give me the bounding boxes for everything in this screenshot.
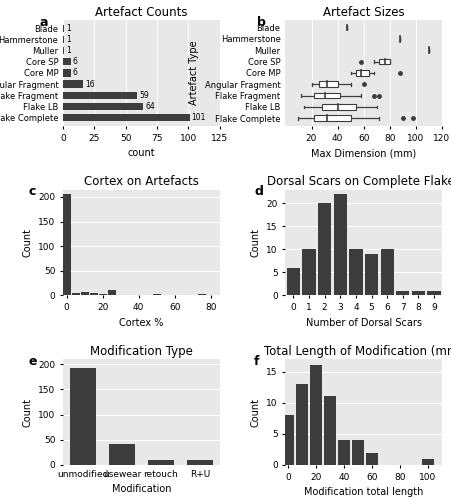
Bar bbox=[302, 250, 316, 296]
Bar bbox=[366, 452, 378, 465]
Text: 16: 16 bbox=[85, 80, 95, 88]
Bar bbox=[153, 294, 161, 296]
Bar bbox=[72, 293, 80, 296]
Bar bbox=[63, 47, 64, 54]
Bar bbox=[349, 250, 363, 296]
Y-axis label: Count: Count bbox=[23, 228, 32, 257]
Y-axis label: Artefact Type: Artefact Type bbox=[189, 40, 199, 106]
Title: Modification Type: Modification Type bbox=[90, 345, 193, 358]
Text: 6: 6 bbox=[73, 68, 78, 78]
Text: 1: 1 bbox=[66, 24, 71, 33]
Bar bbox=[99, 294, 107, 296]
Bar bbox=[148, 460, 174, 465]
Bar bbox=[282, 415, 295, 465]
Bar bbox=[187, 460, 212, 465]
Bar bbox=[324, 396, 336, 465]
Bar bbox=[338, 440, 350, 465]
Text: d: d bbox=[254, 186, 263, 198]
Bar bbox=[63, 114, 189, 121]
Bar bbox=[412, 291, 425, 296]
Title: Cortex on Artefacts: Cortex on Artefacts bbox=[84, 176, 199, 188]
Text: 64: 64 bbox=[145, 102, 155, 111]
Bar bbox=[108, 290, 116, 296]
X-axis label: count: count bbox=[128, 148, 155, 158]
Y-axis label: Count: Count bbox=[251, 398, 261, 426]
Bar bbox=[81, 292, 89, 296]
Bar bbox=[356, 70, 369, 76]
Bar bbox=[198, 294, 206, 296]
X-axis label: Cortex %: Cortex % bbox=[119, 318, 164, 328]
Bar bbox=[70, 368, 96, 465]
Text: f: f bbox=[254, 355, 260, 368]
Text: 59: 59 bbox=[139, 90, 149, 100]
Bar bbox=[63, 103, 143, 110]
Text: b: b bbox=[257, 16, 266, 29]
Y-axis label: Count: Count bbox=[251, 228, 261, 257]
Bar bbox=[63, 25, 64, 32]
Bar bbox=[381, 250, 394, 296]
Bar bbox=[314, 116, 351, 121]
Bar bbox=[296, 384, 308, 465]
Title: Dorsal Scars on Complete Flakes: Dorsal Scars on Complete Flakes bbox=[267, 176, 451, 188]
Bar bbox=[322, 104, 356, 110]
X-axis label: Max Dimension (mm): Max Dimension (mm) bbox=[311, 148, 416, 158]
Bar bbox=[319, 82, 338, 87]
Bar bbox=[63, 92, 137, 99]
Text: 1: 1 bbox=[66, 46, 71, 55]
Bar bbox=[109, 444, 134, 465]
Bar bbox=[63, 80, 83, 87]
Title: Total Length of Modification (mm): Total Length of Modification (mm) bbox=[264, 345, 451, 358]
Y-axis label: Count: Count bbox=[23, 398, 32, 426]
Title: Artefact Sizes: Artefact Sizes bbox=[323, 6, 405, 19]
Bar bbox=[63, 70, 71, 76]
Text: c: c bbox=[29, 186, 36, 198]
Text: 6: 6 bbox=[73, 58, 78, 66]
Bar bbox=[310, 366, 322, 465]
X-axis label: Modification: Modification bbox=[112, 484, 171, 494]
Bar bbox=[428, 291, 441, 296]
Bar bbox=[379, 59, 390, 64]
Bar bbox=[396, 291, 410, 296]
Bar bbox=[422, 459, 434, 465]
X-axis label: Number of Dorsal Scars: Number of Dorsal Scars bbox=[306, 318, 422, 328]
Bar bbox=[352, 440, 364, 465]
Text: e: e bbox=[29, 355, 37, 368]
X-axis label: Modification total length: Modification total length bbox=[304, 487, 423, 497]
Bar bbox=[318, 204, 331, 296]
Bar bbox=[365, 254, 378, 296]
Bar bbox=[63, 36, 64, 43]
Bar bbox=[63, 194, 71, 296]
Bar bbox=[286, 268, 300, 295]
Bar bbox=[90, 293, 98, 296]
Text: 101: 101 bbox=[192, 113, 206, 122]
Bar bbox=[63, 58, 71, 66]
Bar bbox=[314, 93, 340, 98]
Title: Artefact Counts: Artefact Counts bbox=[95, 6, 188, 19]
Text: 1: 1 bbox=[66, 35, 71, 44]
Text: a: a bbox=[40, 16, 48, 29]
Bar bbox=[334, 194, 347, 296]
